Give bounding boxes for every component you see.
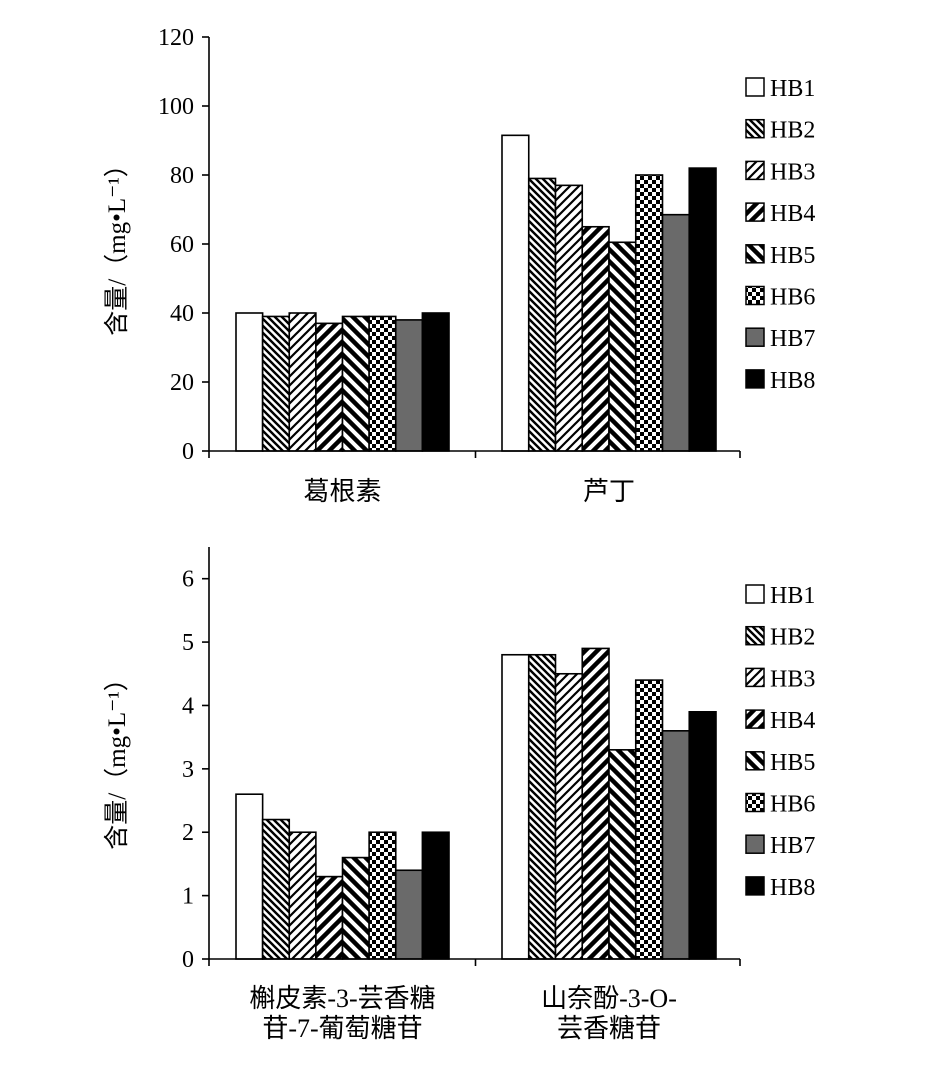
legend-swatch-hb8 <box>745 369 765 389</box>
y-axis-title: 含量/（mg•L⁻¹） <box>103 152 131 336</box>
bar-hb2-1 <box>261 315 291 452</box>
y-tick-label: 20 <box>170 370 194 396</box>
legend-label-hb1: HB1 <box>770 76 815 102</box>
legend-label-hb4: HB4 <box>770 708 815 734</box>
legend-label-hb4: HB4 <box>770 201 815 227</box>
bar-hb5-2 <box>608 241 637 452</box>
bar-hb1-1 <box>235 793 264 960</box>
bar-hb2-2 <box>527 177 557 452</box>
legend-label-hb5: HB5 <box>770 243 815 269</box>
legend-label-hb6: HB6 <box>770 792 815 818</box>
y-tick-label: 100 <box>158 94 194 120</box>
bar-hb5-1 <box>341 856 370 960</box>
legend-swatch-hb6 <box>745 285 765 306</box>
category-label: 芸香糖苷 <box>557 1014 661 1043</box>
y-tick-label: 3 <box>182 757 194 783</box>
y-tick-label: 0 <box>182 947 194 973</box>
category-label: 苷-7-葡萄糖苷 <box>262 1014 422 1043</box>
bar-hb3-1 <box>288 831 317 960</box>
legend-label-hb5: HB5 <box>770 750 815 776</box>
bar-hb7-1 <box>394 869 424 960</box>
legend-swatch-hb1 <box>745 77 765 97</box>
legend-swatch-hb3 <box>745 160 765 181</box>
bar-group-2 <box>501 134 717 452</box>
legend-label-hb7: HB7 <box>770 833 815 859</box>
category-label: 葛根素 <box>303 477 381 506</box>
legend-label-hb1: HB1 <box>770 583 815 609</box>
bar-hb8-2 <box>688 167 717 452</box>
legend-label-hb8: HB8 <box>770 875 815 901</box>
y-tick-label: 40 <box>170 301 194 327</box>
y-tick-label: 5 <box>182 630 194 656</box>
legend-swatch-hb3 <box>745 667 765 688</box>
legend-label-hb6: HB6 <box>770 285 815 311</box>
bar-hb8-1 <box>421 312 450 452</box>
legend-swatch-hb8 <box>745 876 765 896</box>
bar-hb3-1 <box>288 312 317 452</box>
legend-swatch-hb6 <box>745 792 765 813</box>
bar-hb2-2 <box>527 653 557 960</box>
legend-swatch-hb2 <box>745 625 765 646</box>
legend-label-hb2: HB2 <box>770 625 815 651</box>
legend-swatch-hb4 <box>745 202 765 222</box>
legend: HB1 HB2 HB3 HB4 HB5 HB6 HB7 HB8 <box>745 76 815 394</box>
legend-label-hb8: HB8 <box>770 368 815 394</box>
y-tick-label: 60 <box>170 232 194 258</box>
bar-hb1-1 <box>235 312 264 452</box>
bar-hb6-2 <box>634 174 664 452</box>
legend-swatch-hb2 <box>745 118 765 139</box>
category-label: 山奈酚-3-O- <box>541 984 677 1013</box>
bar-hb3-2 <box>554 184 584 452</box>
legend-swatch-hb1 <box>745 584 765 604</box>
bar-group-1 <box>235 312 450 452</box>
bar-hb8-1 <box>421 831 450 960</box>
bar-hb3-2 <box>554 672 584 960</box>
bar-hb4-1 <box>315 322 344 452</box>
bar-hb4-1 <box>315 875 344 960</box>
legend-swatch-hb4 <box>745 709 765 729</box>
legend-label-hb3: HB3 <box>770 159 815 185</box>
bar-hb6-1 <box>368 315 397 452</box>
bar-hb1-2 <box>501 653 530 960</box>
bar-hb2-1 <box>261 818 291 960</box>
y-axis-title: 含量/（mg•L⁻¹） <box>103 666 131 850</box>
bar-group-1 <box>235 793 450 960</box>
chart-2: 0 1 2 3 4 5 6 槲皮素-3-芸香糖苷-7-葡萄糖苷 山奈酚-3-O-芸香糖苷 含量/（… <box>103 547 815 1043</box>
bar-group-2 <box>501 647 717 960</box>
y-tick-label: 80 <box>170 163 194 189</box>
y-tick-label: 120 <box>158 25 194 51</box>
legend-swatch-hb7 <box>745 834 765 854</box>
bar-hb8-2 <box>688 710 717 960</box>
y-tick-label: 4 <box>182 693 194 719</box>
category-label: 芦丁 <box>583 477 635 506</box>
bar-hb7-2 <box>661 730 691 960</box>
bar-hb7-2 <box>661 213 691 452</box>
legend-swatch-hb5 <box>745 244 765 264</box>
y-tick-label: 6 <box>182 567 194 593</box>
y-tick-label: 0 <box>182 439 194 465</box>
bar-hb5-2 <box>608 749 637 960</box>
category-label: 槲皮素-3-芸香糖 <box>249 984 435 1013</box>
legend-label-hb7: HB7 <box>770 326 815 352</box>
bar-hb1-2 <box>501 134 530 452</box>
legend-swatch-hb5 <box>745 751 765 771</box>
bar-hb7-1 <box>394 319 424 452</box>
legend-label-hb2: HB2 <box>770 118 815 144</box>
y-tick-label: 1 <box>182 884 194 910</box>
bar-hb6-2 <box>634 679 664 960</box>
bar-hb6-1 <box>368 831 397 960</box>
legend-swatch-hb7 <box>745 327 765 347</box>
legend-label-hb3: HB3 <box>770 666 815 692</box>
legend: HB1 HB2 HB3 HB4 HB5 HB6 HB7 HB8 <box>745 583 815 901</box>
bar-hb5-1 <box>341 315 370 452</box>
y-tick-label: 2 <box>182 820 194 846</box>
chart-1: 0 20 40 60 80 100 120 葛根素 芦丁 含量/（mg•L⁻¹） HB1 HB2 HB3… <box>103 25 815 506</box>
bar-hb4-2 <box>581 647 610 960</box>
bar-hb4-2 <box>581 225 610 452</box>
